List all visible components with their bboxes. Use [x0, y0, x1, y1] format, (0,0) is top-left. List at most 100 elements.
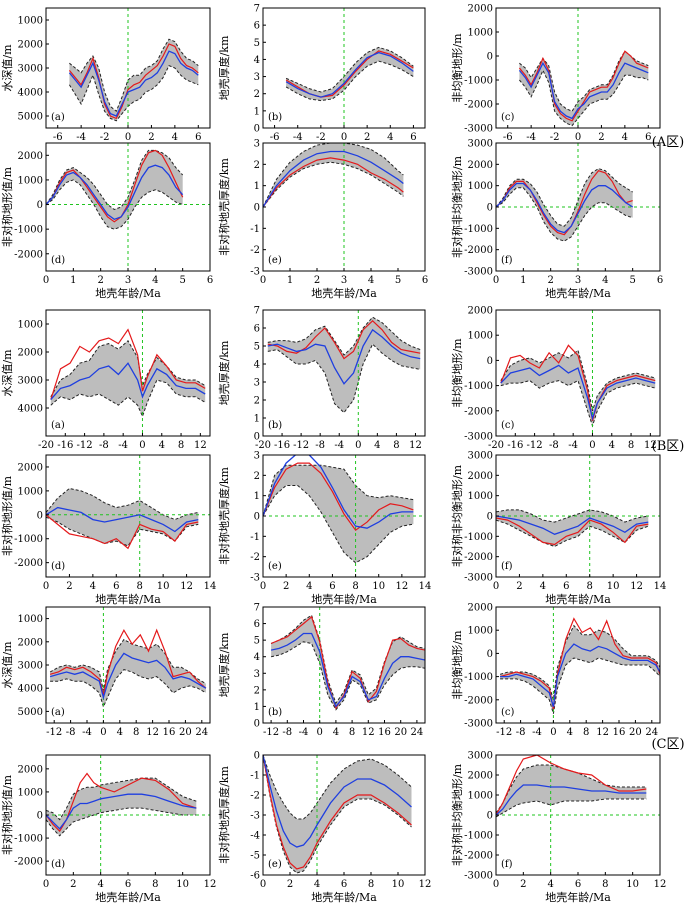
y-tick-label: -2000 — [14, 558, 43, 569]
x-tick-label: 0 — [260, 581, 266, 592]
x-tick-label: 0 — [43, 879, 49, 890]
range-band — [46, 778, 197, 836]
x-tick-label: 2 — [520, 879, 526, 890]
y-tick-label: -4 — [250, 831, 260, 842]
y-tick-label: 0 — [254, 751, 260, 762]
y-tick-label: -2000 — [464, 100, 493, 111]
band-upper-line — [49, 638, 207, 691]
band-lower-line — [46, 807, 197, 837]
x-tick-label: 6 — [341, 879, 347, 890]
y-tick-label: 2 — [254, 396, 260, 407]
band-upper-line — [46, 149, 184, 211]
panel-letter: (d) — [51, 561, 65, 572]
x-tick-label: 0 — [575, 132, 581, 143]
x-tick-label: 0 — [589, 440, 595, 451]
y-axis-label: 非对称地壳厚度/km — [217, 158, 231, 256]
axes-frame — [45, 309, 211, 437]
y-tick-label: 3000 — [18, 64, 43, 75]
x-tick-label: 4 — [622, 132, 628, 143]
panel-B-a: -20 -16 -12 -8 -4 0 4 8 12 1000 2000 3000 4000 (a) 水深值… — [1, 309, 211, 451]
x-tick-label: 5 — [395, 275, 401, 286]
y-tick-label: 2 — [254, 160, 260, 171]
x-tick-label: 0 — [260, 275, 266, 286]
x-tick-label: 10 — [157, 581, 170, 592]
observed-line — [500, 344, 656, 422]
observed-line — [49, 628, 207, 696]
y-tick-label: 5000 — [18, 112, 43, 123]
x-tick-label: 10 — [607, 581, 620, 592]
panel-A-a: -6 -4 -2 0 2 4 6 1000 2000 3000 4000 5000 (a) 水深值/m — [1, 7, 211, 143]
mean-line — [270, 632, 425, 708]
plot-area — [270, 607, 425, 723]
x-tick-label: 0 — [493, 879, 499, 890]
range-band — [500, 625, 660, 714]
band-upper-line — [496, 509, 649, 523]
x-tick-label: -4 — [299, 727, 309, 738]
x-tick-label: 12 — [596, 727, 609, 738]
x-tick-label: 0 — [341, 132, 347, 143]
band-lower-line — [271, 641, 425, 711]
y-axis-label: 非均衡地形/m — [451, 33, 464, 103]
panel-letter: (f) — [501, 859, 513, 870]
range-band — [46, 150, 183, 230]
y-tick-label: 4000 — [18, 404, 43, 415]
y-tick-label: 2000 — [18, 462, 43, 473]
x-tick-label: 0 — [493, 581, 499, 592]
y-tick-label: 0 — [487, 203, 493, 214]
x-tick-label: 8 — [178, 440, 184, 451]
x-tick-label: 6 — [195, 132, 201, 143]
y-tick-label: -3000 — [464, 719, 493, 730]
y-axis-label: 地壳厚度/km — [217, 340, 231, 405]
x-tick-label: -6 — [270, 132, 280, 143]
y-tick-label: 2000 — [468, 306, 493, 317]
x-tick-label: -2 — [316, 132, 326, 143]
x-tick-label: 14 — [654, 581, 667, 592]
band-lower-line — [500, 657, 660, 714]
panel-letter: (e) — [268, 561, 282, 572]
y-tick-label: -3 — [250, 573, 260, 584]
y-tick-label: 1000 — [18, 175, 43, 186]
y-tick-label: -5 — [250, 851, 260, 862]
x-tick-label: 4 — [90, 581, 96, 592]
y-tick-label: -1000 — [464, 672, 493, 683]
y-tick-label: 1000 — [468, 28, 493, 39]
axes-frame — [495, 606, 661, 724]
y-tick-label: 1000 — [18, 16, 43, 27]
x-tick-label: 12 — [194, 440, 207, 451]
panel-A-d: 0 1 2 3 4 5 6 -2000 -1000 0 1000 2000 (d) 非对称地形值/m 地壳年… — [0, 142, 213, 300]
panel-B-f: 0 2 4 6 8 10 12 14 -3000 -2000 -1000 0 1000 2000 3000 (… — [450, 451, 666, 607]
y-tick-label: -1000 — [464, 532, 493, 543]
band-upper-line — [46, 487, 199, 521]
y-tick-label: -1000 — [14, 534, 43, 545]
plot-area — [518, 8, 649, 128]
region-labels-group: (A区) (B区) (C区) — [651, 135, 684, 752]
panel-B-d: 0 2 4 6 8 10 12 14 -2000 -1000 0 1000 2000 (d) 非对称地形值/… — [0, 454, 216, 606]
x-tick-label: -8 — [549, 440, 559, 451]
plot-area — [500, 310, 656, 436]
x-tick-label: 10 — [626, 879, 639, 890]
y-tick-label: 1 — [254, 181, 260, 192]
panel-A-c: -6 -4 -2 0 2 4 6 -3000 -2000 -1000 0 1000 2000 (c) 非均衡… — [451, 4, 661, 143]
y-tick-label: 0 — [487, 52, 493, 63]
y-tick-label: -1000 — [464, 224, 493, 235]
y-axis-label: 水深值/m — [1, 44, 14, 92]
x-tick-label: 12 — [395, 581, 408, 592]
y-tick-label: 1 — [254, 491, 260, 502]
y-axis-label: 非均衡地形/m — [451, 338, 464, 408]
range-band — [496, 168, 633, 242]
panel-C-e: 0 2 4 6 8 10 12-6-5-4-3-2-10(e)非对称地壳厚度/km地壳年龄/… — [217, 751, 431, 903]
observed-line — [263, 157, 404, 208]
x-axis-label: 地壳年龄/Ma — [95, 592, 161, 606]
y-tick-label: 1000 — [18, 486, 43, 497]
y-tick-label: -2000 — [464, 552, 493, 563]
band-upper-line — [263, 464, 414, 517]
x-axis-label: 地壳年龄/Ma — [95, 286, 161, 300]
panel-C-c: -12 -8 -4 0 4 8 12 16 20 24-3000-2000-10000100020… — [451, 603, 661, 738]
x-tick-label: -8 — [516, 727, 526, 738]
x-tick-label: 10 — [372, 581, 385, 592]
y-tick-label: 2000 — [468, 603, 493, 614]
y-tick-label: 5 — [254, 342, 260, 353]
panel-letter: (d) — [51, 859, 65, 870]
x-tick-label: 16 — [163, 727, 176, 738]
